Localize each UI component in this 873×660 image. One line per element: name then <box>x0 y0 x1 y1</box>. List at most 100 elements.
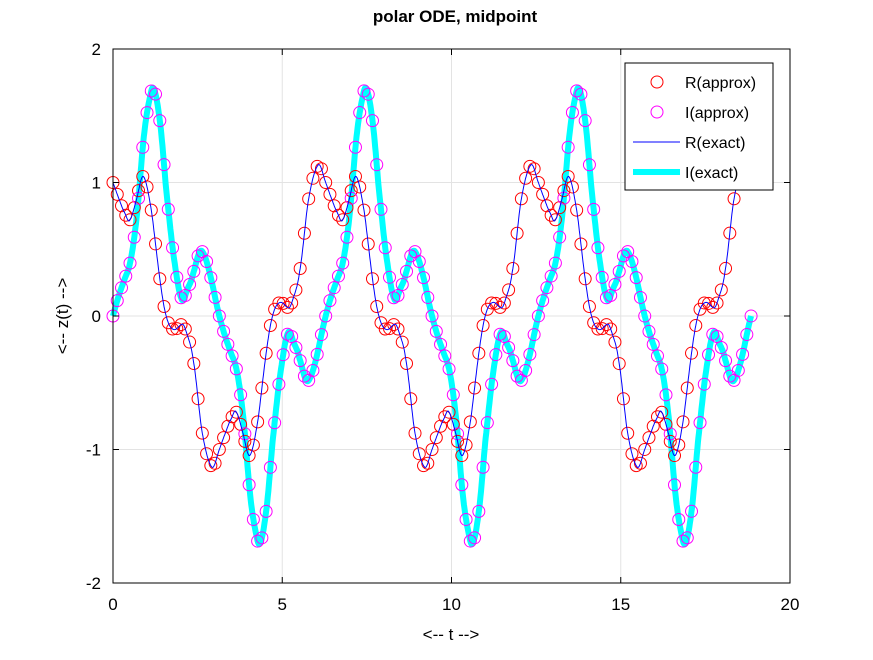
i-approx-point <box>136 140 150 154</box>
i-approx-point <box>446 388 460 402</box>
i-approx-point <box>434 337 448 351</box>
r-approx-point <box>506 261 520 275</box>
i-approx-point <box>412 255 426 269</box>
i-approx-point <box>629 271 643 285</box>
r-approx-point <box>706 300 720 314</box>
r-approx-point <box>170 322 184 336</box>
i-approx-point <box>553 230 567 244</box>
i-approx-point <box>702 348 716 362</box>
r-approx-point <box>723 226 737 240</box>
i-approx-point <box>370 158 384 172</box>
r-approx-point <box>289 283 303 297</box>
y-tick-label: 0 <box>92 307 101 326</box>
legend: R(approx) I(approx) R(exact) I(exact) <box>624 62 774 191</box>
r-approx-point <box>553 201 567 215</box>
r-approx-point <box>191 392 205 406</box>
r-approx-point <box>361 237 375 251</box>
r-approx-point <box>306 171 320 185</box>
i-approx-point <box>204 271 218 285</box>
i-approx-point <box>353 106 367 120</box>
r-approx-point <box>251 415 265 429</box>
y-tick-label: -2 <box>86 574 101 593</box>
i-approx-point <box>327 281 341 295</box>
i-approx-point <box>255 531 269 545</box>
i-approx-point <box>161 202 175 216</box>
ticks: 0 5 10 15 20 -2 -1 0 1 2 <box>86 40 800 614</box>
r-approx-point <box>353 180 367 194</box>
r-approx-point <box>327 199 341 213</box>
r-approx-point <box>221 419 235 433</box>
r-approx-point <box>442 405 456 419</box>
r-approx-point <box>434 419 448 433</box>
r-approx-point <box>255 381 269 395</box>
r-approx-point <box>527 162 541 176</box>
i-approx-point <box>319 309 333 323</box>
i-approx-point <box>591 241 605 255</box>
r-approx-point <box>463 415 477 429</box>
i-approx-point <box>485 377 499 391</box>
series-i-exact <box>110 84 754 548</box>
i-approx-point <box>463 534 477 548</box>
i-approx-point <box>612 264 626 278</box>
i-approx-point <box>574 87 588 101</box>
r-approx-point <box>425 442 439 456</box>
r-approx-point <box>234 417 248 431</box>
i-approx-point <box>251 534 265 548</box>
i-approx-point <box>348 140 362 154</box>
r-approx-point <box>578 272 592 286</box>
r-approx-point <box>370 300 384 314</box>
i-approx-point <box>395 278 409 292</box>
i-approx-point <box>323 294 337 308</box>
i-approx-point <box>429 324 443 338</box>
i-approx-point <box>506 354 520 368</box>
r-approx-point <box>412 447 426 461</box>
i-approx-point <box>170 270 184 284</box>
y-axis-label: <-- z(t) --> <box>53 278 72 355</box>
r-approx-point <box>127 201 141 215</box>
r-approx-point <box>217 431 231 445</box>
i-approx-point <box>565 106 579 120</box>
x-tick-label: 0 <box>108 595 117 614</box>
i-approx-point <box>417 271 431 285</box>
r-approx-point <box>183 335 197 349</box>
i-approx-point <box>744 309 758 323</box>
r-approx-point <box>246 438 260 452</box>
r-approx-point <box>472 346 486 360</box>
i-approx-point <box>153 114 167 128</box>
r-approx-point <box>510 226 524 240</box>
i-approx-point <box>595 270 609 284</box>
r-approx-point <box>582 300 596 314</box>
i-approx-point <box>246 512 260 526</box>
i-approx-point <box>212 309 226 323</box>
i-approx-point <box>480 416 494 430</box>
r-approx-point <box>153 272 167 286</box>
i-approx-point <box>582 158 596 172</box>
r-approx-point <box>625 447 639 461</box>
i-approx-point <box>234 388 248 402</box>
i-approx-point <box>544 269 558 283</box>
legend-label-i-approx: I(approx) <box>685 105 749 122</box>
i-approx-point <box>689 460 703 474</box>
i-approx-point <box>336 256 350 270</box>
i-approx-point <box>531 309 545 323</box>
i-approx-point <box>115 281 129 295</box>
i-approx-point <box>608 277 622 291</box>
i-approx-point <box>438 349 452 363</box>
r-approx-point <box>616 392 630 406</box>
i-approx-point <box>314 328 328 342</box>
i-approx-point <box>693 416 707 430</box>
r-approx-point <box>178 322 192 336</box>
i-approx-point <box>166 241 180 255</box>
i-approx-point <box>497 330 511 344</box>
legend-box <box>624 62 774 191</box>
r-approx-point <box>421 456 435 470</box>
i-approx-point <box>676 534 690 548</box>
i-approx-point <box>527 328 541 342</box>
i-approx-point <box>655 362 669 376</box>
legend-label-r-exact: R(exact) <box>685 135 745 152</box>
i-approx-point <box>540 281 554 295</box>
i-approx-point <box>719 354 733 368</box>
i-approx-point <box>361 87 375 101</box>
r-approx-point <box>212 442 226 456</box>
